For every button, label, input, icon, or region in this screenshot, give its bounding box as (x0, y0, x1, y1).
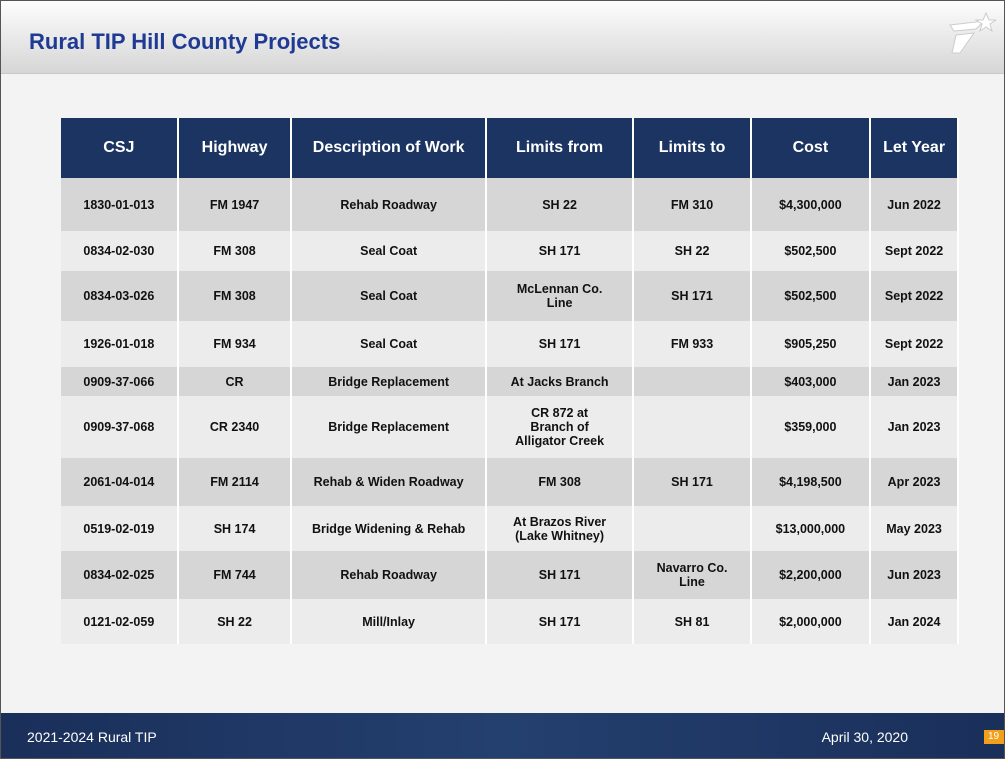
table-cell: $502,500 (751, 231, 872, 271)
table-cell: SH 81 (634, 599, 752, 644)
table-row: 2061-04-014 FM 2114 Rehab & Widen Roadway F… (61, 458, 959, 506)
table-cell: SH 22 (634, 231, 752, 271)
table-cell: Jan 2023 (871, 367, 959, 396)
table-cell: FM 308 (486, 458, 635, 506)
table-cell: FM 1947 (178, 178, 293, 231)
header-band (1, 1, 1004, 74)
table-row: 0834-02-030 FM 308 Seal Coat SH 171 SH 22 $50… (61, 231, 959, 271)
table-cell: 1830-01-013 (61, 178, 179, 231)
table-cell: Seal Coat (292, 321, 487, 367)
table-row: 0519-02-019 SH 174 Bridge Widening & Rehab… (61, 506, 959, 551)
footer-text: 2021-2024 Rural TIP (27, 729, 157, 745)
logo (949, 11, 996, 54)
table-cell: 0909-37-066 (61, 367, 179, 396)
table-cell: 0834-03-026 (61, 271, 179, 321)
table-cell: SH 171 (634, 271, 752, 321)
table-cell: At Jacks Branch (486, 367, 635, 396)
table-cell: FM 933 (634, 321, 752, 367)
table-cell: FM 310 (634, 178, 752, 231)
table-cell: $359,000 (751, 396, 872, 458)
table-cell: 0834-02-030 (61, 231, 179, 271)
table-cell: Mill/Inlay (292, 599, 487, 644)
table-cell: Sept 2022 (871, 271, 959, 321)
table-cell: FM 744 (178, 551, 293, 599)
table-cell: $502,500 (751, 271, 872, 321)
column-header: Let Year (871, 118, 959, 178)
table-cell: $403,000 (751, 367, 872, 396)
table-cell: CR 2340 (178, 396, 293, 458)
table-cell: Jun 2022 (871, 178, 959, 231)
table-cell: May 2023 (871, 506, 959, 551)
projects-table: CSJ Highway Description of Work Limits from… (61, 118, 959, 644)
footer-date: April 30, 2020 (821, 729, 908, 745)
page-number: 19 (984, 730, 1004, 744)
table-cell: SH 22 (486, 178, 635, 231)
table-cell: SH 171 (634, 458, 752, 506)
table-cell: SH 171 (486, 599, 635, 644)
table-cell: Rehab Roadway (292, 551, 487, 599)
slide-title: Rural TIP Hill County Projects (29, 29, 341, 54)
table-cell: 0121-02-059 (61, 599, 179, 644)
table-cell: FM 2114 (178, 458, 293, 506)
table-cell: FM 934 (178, 321, 293, 367)
table-cell: Bridge Replacement (292, 396, 487, 458)
table-cell: $13,000,000 (751, 506, 872, 551)
table-cell: SH 171 (486, 551, 635, 599)
table-row: 1926-01-018 FM 934 Seal Coat SH 171 FM 933 $9… (61, 321, 959, 367)
table-cell: Bridge Widening & Rehab (292, 506, 487, 551)
column-header: Highway (178, 118, 293, 178)
table-cell: CR 872 at Branch of Alligator Creek (486, 396, 635, 458)
table-cell: 1926-01-018 (61, 321, 179, 367)
table-cell: Navarro Co. Line (634, 551, 752, 599)
table-cell: Jun 2023 (871, 551, 959, 599)
table-row: 0834-03-026 FM 308 Seal Coat McLennan Co. L… (61, 271, 959, 321)
table-cell: McLennan Co. Line (486, 271, 635, 321)
table-cell: SH 171 (486, 231, 635, 271)
table-cell: Rehab & Widen Roadway (292, 458, 487, 506)
table-cell: $905,250 (751, 321, 872, 367)
table-cell (634, 396, 752, 458)
footer-band: 2021-2024 Rural TIP April 30, 2020 19 (1, 713, 1004, 758)
table-cell: $2,200,000 (751, 551, 872, 599)
table-cell: FM 308 (178, 231, 293, 271)
table-cell: Sept 2022 (871, 231, 959, 271)
table-cell: FM 308 (178, 271, 293, 321)
table-cell: SH 174 (178, 506, 293, 551)
table-cell (634, 367, 752, 396)
table-cell: Seal Coat (292, 271, 487, 321)
column-header: Limits from (486, 118, 635, 178)
table-cell: $4,300,000 (751, 178, 872, 231)
table-row: 1830-01-013 FM 1947 Rehab Roadway SH 22 FM 3… (61, 178, 959, 231)
table-cell: 0834-02-025 (61, 551, 179, 599)
table-cell: 2061-04-014 (61, 458, 179, 506)
table-cell: Bridge Replacement (292, 367, 487, 396)
table-cell: Jan 2024 (871, 599, 959, 644)
column-header: Limits to (634, 118, 752, 178)
table-row: 0834-02-025 FM 744 Rehab Roadway SH 171 Nava… (61, 551, 959, 599)
table-cell: $4,198,500 (751, 458, 872, 506)
table-cell: SH 171 (486, 321, 635, 367)
table-cell: SH 22 (178, 599, 293, 644)
table-cell: CR (178, 367, 293, 396)
table-cell: Rehab Roadway (292, 178, 487, 231)
table-cell: 0519-02-019 (61, 506, 179, 551)
table-cell: Seal Coat (292, 231, 487, 271)
column-header: CSJ (61, 118, 179, 178)
table-row: 0909-37-066 CR Bridge Replacement At Jacks … (61, 367, 959, 396)
table-cell: $2,000,000 (751, 599, 872, 644)
table-cell (634, 506, 752, 551)
table-cell: At Brazos River (Lake Whitney) (486, 506, 635, 551)
table-row: 0909-37-068 CR 2340 Bridge Replacement CR 8… (61, 396, 959, 458)
table-cell: Jan 2023 (871, 396, 959, 458)
table-cell: 0909-37-068 (61, 396, 179, 458)
table-cell: Sept 2022 (871, 321, 959, 367)
table-cell: Apr 2023 (871, 458, 959, 506)
column-header: Cost (751, 118, 872, 178)
column-header: Description of Work (292, 118, 487, 178)
table-row: 0121-02-059 SH 22 Mill/Inlay SH 171 SH 81 $2,… (61, 599, 959, 644)
